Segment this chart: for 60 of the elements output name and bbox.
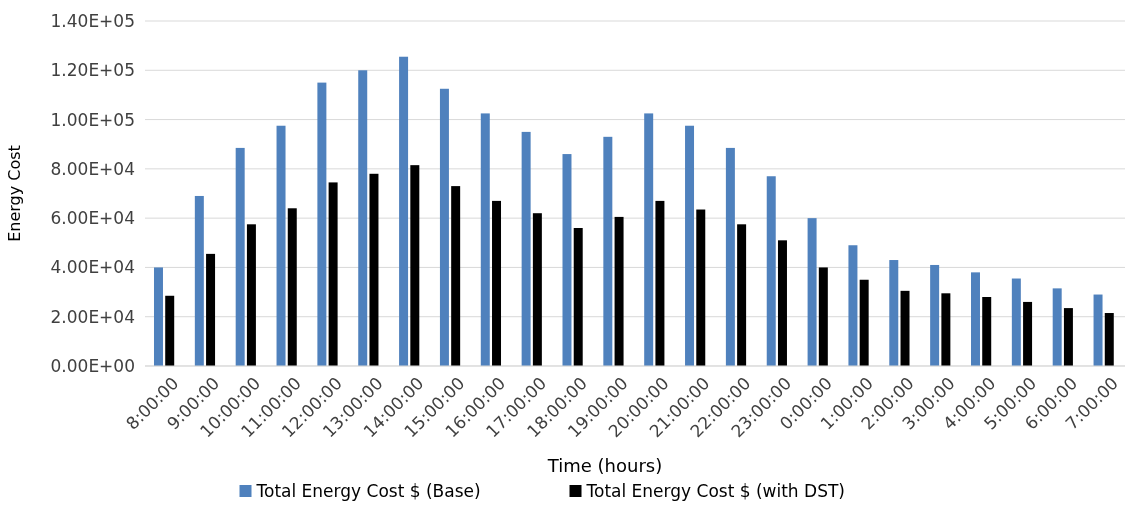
- bar: [287, 208, 297, 366]
- bar: [696, 209, 706, 366]
- bar: [165, 295, 175, 366]
- bar: [410, 165, 420, 366]
- y-tick-label: 0.00E+00: [50, 355, 135, 376]
- bar: [480, 113, 490, 366]
- bar: [573, 228, 583, 366]
- bar: [777, 240, 787, 366]
- y-tick-label: 8.00E+04: [50, 158, 135, 179]
- y-axis-title: Energy Cost: [5, 145, 24, 242]
- bar: [900, 290, 910, 366]
- bar: [492, 200, 502, 366]
- bar: [1011, 278, 1021, 366]
- bar: [737, 224, 747, 366]
- legend-label: Total Energy Cost $ (Base): [255, 481, 481, 501]
- bar: [521, 131, 531, 366]
- bar: [941, 293, 951, 366]
- bar: [889, 260, 899, 366]
- bar: [562, 154, 572, 366]
- bar: [614, 216, 624, 366]
- bar: [399, 56, 409, 366]
- bar: [1104, 313, 1114, 366]
- bar: [725, 147, 735, 366]
- bar: [532, 213, 542, 366]
- bar: [206, 253, 216, 366]
- bar: [358, 70, 368, 366]
- bar: [930, 264, 940, 366]
- y-tick-label: 1.20E+05: [50, 60, 135, 81]
- bar: [644, 113, 654, 366]
- y-tick-label: 4.00E+04: [50, 257, 135, 278]
- bar: [276, 125, 286, 366]
- y-tick-label: 1.40E+05: [50, 10, 135, 31]
- bar: [807, 218, 817, 366]
- y-tick-label: 1.00E+05: [50, 109, 135, 130]
- bar: [451, 186, 461, 366]
- bar: [1093, 294, 1103, 366]
- bar: [766, 176, 776, 366]
- bar: [970, 272, 980, 366]
- bar: [818, 267, 828, 366]
- bar: [328, 182, 338, 366]
- bar: [603, 136, 613, 366]
- bar: [1023, 301, 1033, 366]
- legend-label: Total Energy Cost $ (with DST): [585, 481, 845, 501]
- bar: [153, 267, 163, 366]
- bar: [982, 297, 992, 366]
- bar: [194, 195, 204, 366]
- bar: [685, 125, 695, 366]
- bar: [1063, 308, 1073, 366]
- y-tick-label: 6.00E+04: [50, 208, 135, 229]
- bar: [848, 245, 858, 366]
- bar: [246, 224, 256, 366]
- x-axis-title: Time (hours): [546, 455, 663, 476]
- bar: [317, 82, 327, 366]
- bar: [439, 88, 449, 366]
- bar: [859, 279, 869, 366]
- bar: [1052, 288, 1062, 366]
- bar: [235, 147, 245, 366]
- bar: [655, 200, 665, 366]
- bar: [369, 173, 379, 366]
- y-tick-label: 2.00E+04: [50, 306, 135, 327]
